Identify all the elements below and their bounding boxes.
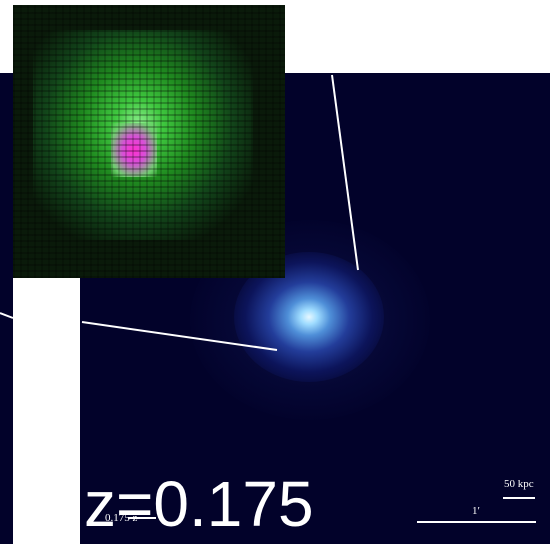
scale-bar-arcmin (417, 521, 536, 523)
inset-pixel-texture (13, 5, 285, 278)
scale-bar-arcmin-label: 1′ (472, 505, 480, 517)
sky-panel-left (0, 73, 13, 544)
redshift-small-label: 0.175 z (105, 512, 138, 524)
scale-bar-kpc-label: 50 kpc (504, 478, 534, 490)
inset-core (111, 123, 157, 177)
callout-line-left (0, 312, 14, 319)
callout-line-top (331, 74, 359, 271)
small-scale-bar (128, 517, 156, 519)
zoom-inset (13, 5, 285, 278)
scale-bar-kpc (503, 497, 535, 499)
callout-line-bottom (81, 321, 278, 351)
redshift-label: z=0.175 (84, 468, 314, 540)
